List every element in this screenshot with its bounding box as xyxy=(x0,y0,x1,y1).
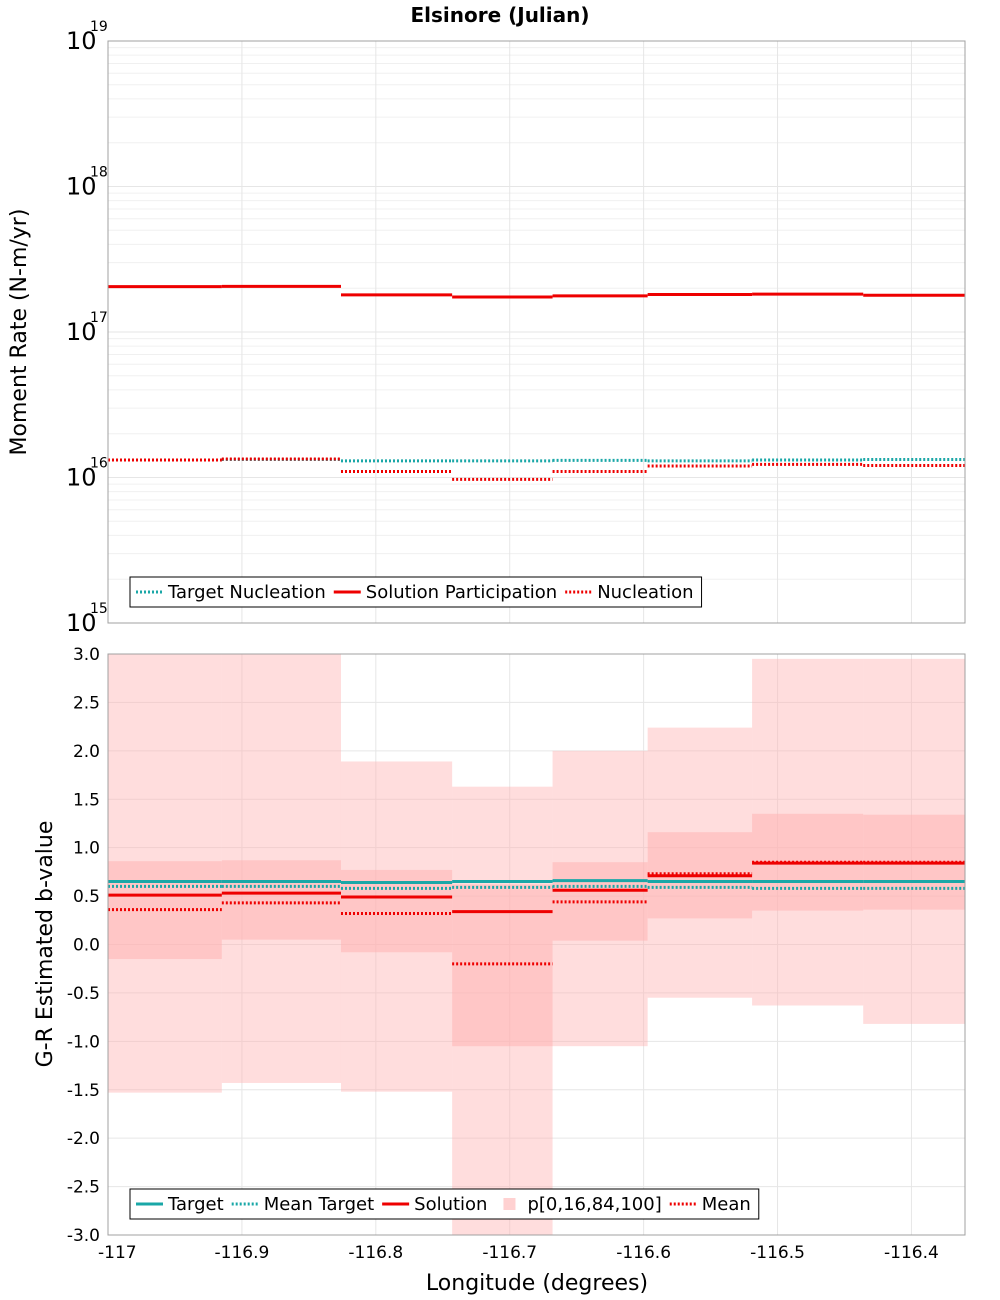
x-tick-label: -116.6 xyxy=(616,1243,671,1263)
y-tick-exponent: 16 xyxy=(90,456,108,472)
legend-label: Mean Target xyxy=(264,1194,374,1215)
legend-label: Solution xyxy=(414,1194,487,1215)
legend-swatch xyxy=(503,1198,516,1210)
y-tick-label: -2.0 xyxy=(67,1129,100,1149)
top-panel-legend: Target Nucleation Solution Participation N… xyxy=(129,576,703,608)
bottom-panel-percentile-bands xyxy=(108,654,965,1235)
chart-title: Elsinore (Julian) xyxy=(410,3,589,27)
y-tick-exponent: 18 xyxy=(90,165,108,181)
y-tick-label: 0.5 xyxy=(73,887,100,907)
x-tick-label: -116.7 xyxy=(482,1243,537,1263)
legend-box xyxy=(129,1188,760,1220)
top-panel-y-axis-label: Moment Rate (N-m/yr) xyxy=(7,209,32,456)
y-tick-label: 3.0 xyxy=(73,645,100,665)
bottom-panel-y-ticks: 3.0 2.5 2.0 1.5 1.0 0.5 0.0 -0.5 -1.0 -1.5 -2.0 -2.… xyxy=(67,645,100,1246)
y-tick-label: 2.5 xyxy=(73,693,100,713)
y-tick-label: -1.5 xyxy=(67,1081,100,1101)
y-tick-base: 10 xyxy=(66,173,97,201)
band-p16-p84 xyxy=(552,862,648,941)
band-p16-p84 xyxy=(221,860,341,940)
y-tick-exponent: 19 xyxy=(90,19,108,35)
legend-label: Target Nucleation xyxy=(167,582,326,603)
legend-label: p[0,16,84,100] xyxy=(527,1194,661,1215)
y-tick-base: 10 xyxy=(66,464,97,492)
y-tick-label: 1.5 xyxy=(73,790,100,810)
bottom-panel-legend: Target Mean Target Solution p[0,16,84,100] M… xyxy=(129,1188,760,1220)
y-tick-label: -0.5 xyxy=(67,984,100,1004)
y-tick-label: -2.5 xyxy=(67,1178,100,1198)
y-tick-base: 10 xyxy=(66,318,97,346)
y-tick-label: 2.0 xyxy=(73,742,100,762)
x-tick-label: -116.5 xyxy=(750,1243,805,1263)
bottom-panel-y-axis-label: G-R Estimated b-value xyxy=(33,821,58,1068)
x-tick-label: -117 xyxy=(98,1243,137,1263)
y-tick-label: -3.0 xyxy=(67,1226,100,1246)
legend-label: Nucleation xyxy=(597,582,693,603)
y-tick-exponent: 15 xyxy=(90,601,108,617)
top-panel-grid xyxy=(107,40,965,624)
y-tick-label: 1.0 xyxy=(73,839,100,859)
y-tick-label: -1.0 xyxy=(67,1032,100,1052)
top-panel-frame xyxy=(107,40,966,624)
bottom-panel-series xyxy=(108,860,965,966)
legend-label: Target xyxy=(167,1194,224,1215)
x-tick-label: -116.4 xyxy=(884,1243,939,1263)
x-tick-label: -116.9 xyxy=(215,1243,270,1263)
y-tick-exponent: 17 xyxy=(90,310,108,326)
bottom-panel-x-ticks: -117 -116.9 -116.8 -116.7 -116.6 -116.5 -116.4 xyxy=(98,1243,939,1263)
legend-label: Solution Participation xyxy=(366,582,557,603)
x-axis-label: Longitude (degrees) xyxy=(426,1271,648,1296)
legend-box xyxy=(129,576,703,608)
top-panel-series xyxy=(108,284,965,481)
y-tick-label: 0.0 xyxy=(73,936,100,956)
y-tick-base: 10 xyxy=(66,609,97,637)
legend-label: Mean xyxy=(702,1194,751,1215)
x-tick-label: -116.8 xyxy=(348,1243,403,1263)
bottom-panel-frame xyxy=(107,653,966,1236)
y-tick-base: 10 xyxy=(66,27,97,55)
